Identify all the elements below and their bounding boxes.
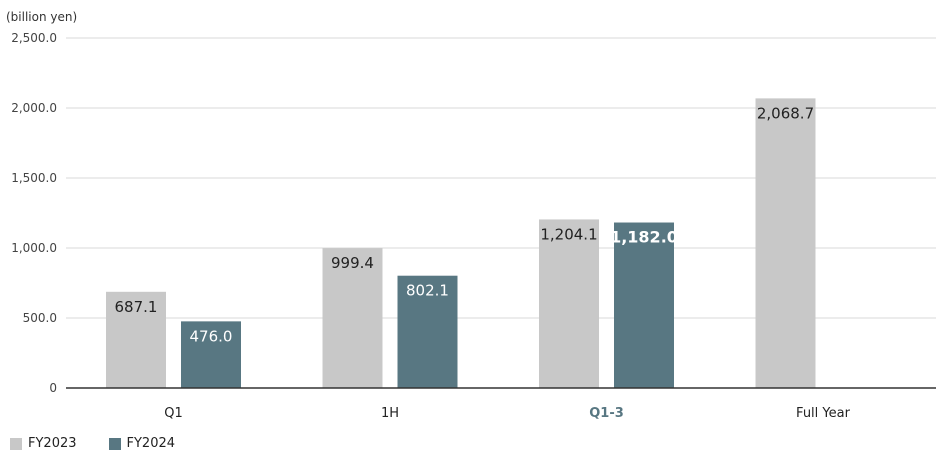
legend-item-fy2023: FY2023 — [10, 436, 77, 451]
legend-swatch-fy2024 — [108, 437, 121, 450]
bar-fy2023 — [755, 98, 816, 388]
data-label: 476.0 — [190, 327, 233, 345]
y-tick-label: 2,500.0 — [11, 31, 57, 45]
y-tick-label: 500.0 — [23, 311, 57, 325]
y-tick-label: 1,500.0 — [11, 171, 57, 185]
data-label: 802.1 — [406, 282, 449, 300]
bar-fy2024 — [181, 321, 241, 388]
bar-chart: 0 500.0 1,000.0 1,500.0 2,000.0 2,500.0 687.1 4… — [11, 31, 936, 421]
unit-label: (billion yen) — [6, 10, 78, 24]
legend-label-fy2023: FY2023 — [28, 436, 77, 451]
bar-fy2023 — [322, 248, 383, 388]
legend-swatch-fy2023 — [10, 437, 22, 450]
bar-fy2024 — [397, 275, 458, 388]
data-label: 687.1 — [115, 298, 158, 316]
data-label: 1,204.1 — [540, 225, 597, 243]
x-category-label: 1H — [381, 406, 399, 421]
legend: FY2023 FY2024 — [10, 436, 207, 451]
x-category-label: Full Year — [796, 406, 851, 421]
y-tick-label: 1,000.0 — [11, 241, 57, 255]
legend-label-fy2024: FY2024 — [126, 436, 176, 451]
legend-item-fy2024: FY2024 — [108, 436, 176, 451]
bar-fy2024 — [614, 222, 674, 388]
x-category-label: Q1 — [164, 406, 183, 421]
bar-fy2023 — [106, 291, 166, 388]
data-label: 1,182.0 — [610, 228, 678, 247]
bar-fy2023 — [539, 219, 599, 388]
y-tick-label: 0 — [49, 381, 57, 395]
y-tick-label: 2,000.0 — [11, 101, 57, 115]
x-category-label: Q1-3 — [589, 406, 624, 421]
data-label: 2,068.7 — [757, 104, 814, 122]
data-label: 999.4 — [331, 254, 374, 272]
